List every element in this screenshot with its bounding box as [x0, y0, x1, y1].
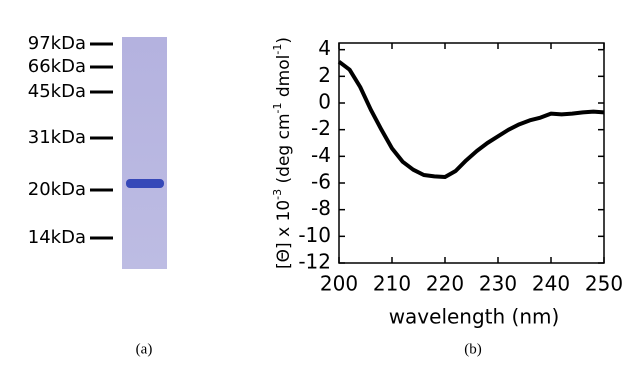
x-tick-label: 220: [426, 272, 464, 296]
y-tick-label: -10: [298, 223, 331, 247]
y-label-text: ): [274, 37, 294, 44]
y-axis-label: [Θ] x 10-3 (deg cm-1 dmol-1): [271, 37, 295, 269]
marker-label: 45kDa: [28, 81, 86, 102]
x-tick-label: 250: [585, 272, 623, 296]
x-tick-label: 230: [479, 272, 517, 296]
plot-frame: [339, 43, 604, 263]
figure: (a) (b) wavelength (nm) 97kDa66kDa 45kDa 3…: [0, 0, 631, 361]
y-tick-label: -4: [311, 143, 331, 167]
y-tick-label: -8: [311, 196, 331, 220]
x-tick-label: 240: [532, 272, 570, 296]
caption: (a): [136, 341, 153, 357]
x-tick-label: 200: [320, 272, 358, 296]
x-axis-label: wavelength (nm): [389, 305, 560, 329]
y-tick-label: -2: [311, 116, 331, 140]
caption: (b): [464, 341, 482, 357]
marker-label: 66kDa: [28, 56, 86, 77]
gel-band: [126, 179, 164, 188]
y-label-superscript: -1: [271, 103, 284, 114]
y-label-superscript: -1: [271, 44, 284, 55]
data-line: [339, 62, 604, 177]
y-label-text: dmol: [274, 55, 294, 103]
x-tick-label: 210: [373, 272, 411, 296]
y-label-text: (deg cm: [274, 113, 294, 188]
y-tick-label: 2: [318, 63, 331, 87]
y-tick-label: 0: [318, 90, 331, 114]
y-tick-label: -12: [298, 250, 331, 274]
marker-label: 97kDa: [28, 33, 86, 54]
marker-label: 20kDa: [28, 179, 86, 200]
y-tick-label: 4: [318, 36, 331, 60]
y-label-superscript: -3: [271, 189, 284, 200]
y-label-text: [Θ] x 10: [274, 200, 294, 269]
marker-label: 14kDa: [28, 227, 86, 248]
y-tick-label: -6: [311, 170, 331, 194]
gel-lane: [122, 37, 167, 269]
marker-label: 31kDa: [28, 127, 86, 148]
